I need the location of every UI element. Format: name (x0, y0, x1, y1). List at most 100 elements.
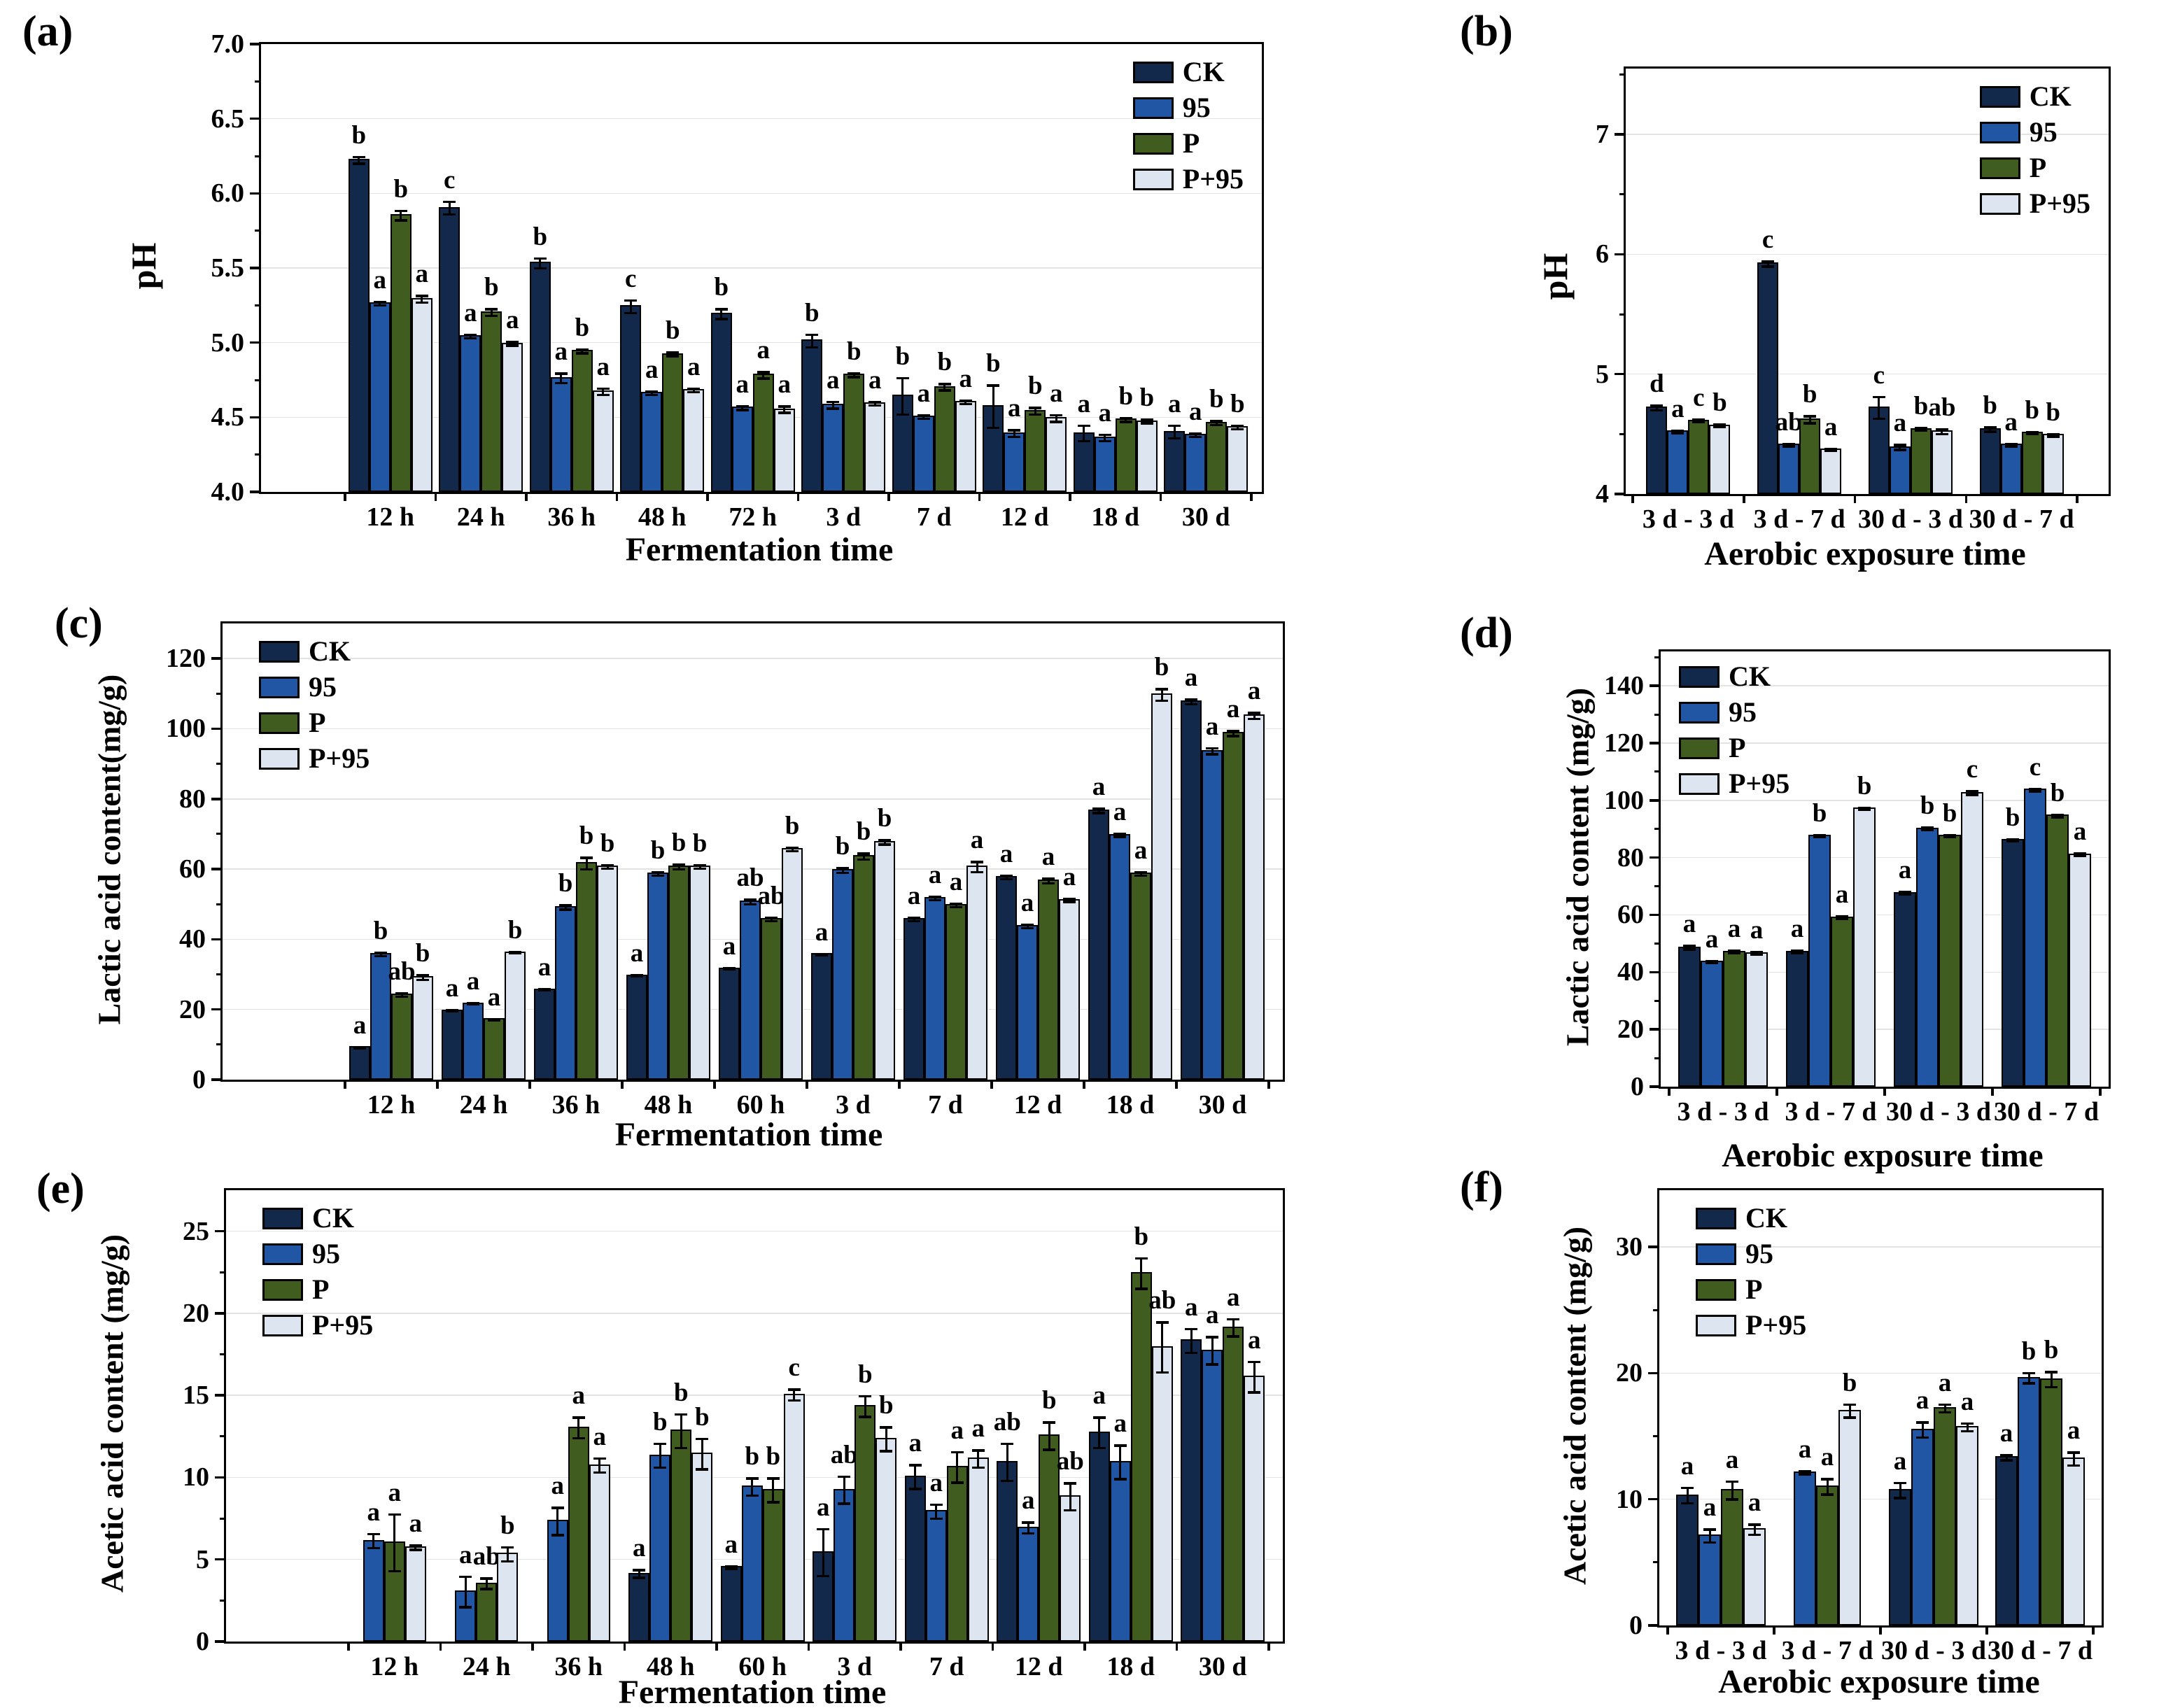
legend-swatch-icon (262, 1243, 303, 1265)
bar-p: a (946, 1418, 968, 1642)
y-minor-tick-mark (1619, 73, 1626, 76)
significance-letter: a (2067, 1416, 2081, 1446)
bar-95: a (1094, 400, 1116, 492)
bar-ck: a (442, 975, 463, 1080)
x-category-label: 7 d (928, 1090, 963, 1120)
significance-letter: b (2050, 778, 2065, 807)
bar-95: a (924, 862, 945, 1080)
error-bar (1047, 877, 1050, 885)
x-tick-mark (2092, 1625, 2095, 1635)
bar-95: a (1699, 1495, 1721, 1625)
y-tick-label: 30 (1616, 1232, 1643, 1262)
y-tick-mark (1650, 799, 1661, 802)
x-tick-mark (1175, 1080, 1178, 1089)
bar-ck: b (1979, 393, 2001, 494)
bar-95: b (1808, 800, 1831, 1087)
bar-p: a (1831, 882, 1853, 1087)
gridline (1661, 971, 2109, 973)
error-bar (1688, 945, 1691, 951)
error-bar (1878, 395, 1880, 421)
x-category-label: 3 d - 3 d (1677, 1097, 1769, 1127)
bar-ck: a (1088, 1383, 1110, 1642)
bar-95: a (1701, 926, 1723, 1087)
bar-p: ab (473, 1544, 500, 1642)
significance-letter: a (1050, 379, 1063, 408)
error-bar (922, 414, 925, 421)
bar-p: a (1130, 838, 1151, 1080)
significance-letter: a (917, 379, 931, 408)
y-tick-mark (215, 1640, 226, 1643)
significance-letter: b (1041, 1386, 1057, 1416)
significance-letter: a (1820, 1443, 1834, 1472)
error-bar (638, 1569, 640, 1579)
error-bar (659, 1442, 661, 1469)
bar-95: a (2000, 409, 2022, 494)
bar-group: c ab b a (1744, 69, 1855, 494)
bar-p: ab (757, 883, 785, 1080)
x-category-label: 30 d (1181, 502, 1230, 532)
y-tick-label: 80 (179, 784, 206, 814)
y-tick-mark (215, 1394, 226, 1397)
bar-p-95: a (2069, 819, 2091, 1087)
error-bar (852, 372, 855, 379)
error-bar (1818, 833, 1821, 839)
bar-95: a (1017, 890, 1038, 1080)
error-bar (1755, 951, 1758, 956)
significance-letter: b (373, 917, 388, 946)
significance-letter: a (868, 365, 882, 395)
bar-p-95: a (955, 366, 976, 492)
gridline (226, 1395, 1283, 1396)
y-minor-tick-mark (220, 1271, 226, 1273)
x-tick-mark (807, 1642, 810, 1651)
x-tick-mark (531, 1642, 534, 1651)
x-category-label: 3 d - 3 d (1675, 1636, 1767, 1665)
error-bar (560, 372, 563, 385)
legend-item: P+95 (1679, 770, 1789, 798)
x-category-label: 72 h (729, 502, 778, 532)
gridline (1659, 1246, 2102, 1248)
y-minor-tick-mark (1653, 1308, 1659, 1311)
error-bar (914, 1464, 917, 1490)
significance-letter: a (1824, 412, 1838, 442)
significance-letter: a (722, 932, 736, 961)
gridline (261, 267, 1262, 269)
bar-ck: a (1995, 1420, 2018, 1625)
legend-swatch-icon (1696, 1243, 1736, 1265)
bar-ck: a (349, 1012, 370, 1080)
y-tick-mark (211, 868, 223, 870)
x-category-label: 3 d (826, 502, 862, 532)
significance-letter: d (1650, 369, 1664, 398)
chart-acetic-fermentation: 0 5 10 15 20 25 a a a a ab b a a a a b b b a b b c a ab b b a a a a ab a… (183, 1188, 1285, 1681)
legend-item: CK (262, 1204, 373, 1232)
bar-95: a (1202, 1302, 1223, 1642)
legend-label: P+95 (309, 742, 370, 774)
significance-letter: a (1893, 409, 1907, 438)
bar-p: b (1025, 373, 1046, 492)
significance-letter: a (1168, 389, 1181, 418)
legend-item: P (1132, 129, 1244, 157)
y-minor-tick-mark (220, 1435, 226, 1438)
x-category-label: 24 h (459, 1090, 508, 1120)
error-bar (810, 333, 813, 349)
error-bar (1787, 442, 1790, 448)
x-tick-mark (623, 1642, 626, 1651)
bar-ck: a (1181, 665, 1202, 1080)
significance-letter: c (1761, 225, 1774, 255)
error-bar (1034, 407, 1036, 416)
error-bar (1904, 891, 1906, 896)
legend-label: P (312, 1273, 330, 1305)
significance-letter: b (673, 1378, 689, 1407)
bar-ck: d (1646, 371, 1668, 494)
error-bar (1068, 897, 1071, 903)
bar-95: a (1889, 410, 1911, 494)
y-axis-label-c: Lactic acid content(mg/g) (91, 674, 127, 1025)
significance-letter: a (2004, 407, 2018, 437)
significance-letter: c (444, 165, 456, 195)
y-tick-label: 40 (179, 924, 206, 954)
gridline (261, 192, 1262, 195)
